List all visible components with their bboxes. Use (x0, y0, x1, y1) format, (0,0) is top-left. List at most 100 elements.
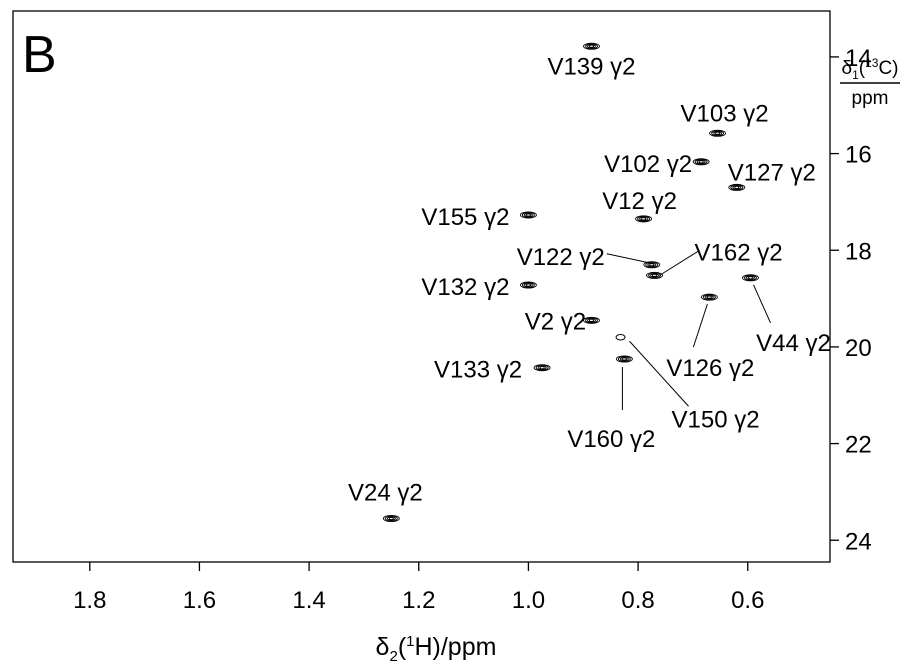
peak-contour-ring (748, 276, 753, 280)
peak-label: V160 γ2 (567, 426, 655, 453)
peak-label: V132 γ2 (421, 274, 509, 301)
peak-contour-ring (615, 355, 633, 363)
peak-contour-ring (583, 42, 600, 50)
peak-contour-ring (621, 357, 627, 361)
peak-contour-ring (706, 295, 712, 299)
peak-label: V44 γ2 (756, 330, 831, 357)
peak-contour-ring (649, 263, 655, 267)
peak-label: V126 γ2 (666, 355, 754, 382)
peak-leader-line (606, 253, 649, 264)
peak-contour-ring (589, 318, 594, 322)
y-axis-title-unit: ppm (852, 88, 889, 109)
peak-label: V122 γ2 (517, 244, 605, 271)
leader-lines (606, 249, 771, 410)
y-tick-label: 20 (845, 335, 872, 362)
y-axis: 14 16 18 20 22 24 (830, 45, 872, 555)
peak-labels: V139 γ2 V103 γ2 V102 γ2 V127 γ2 V12 γ2 V155 γ… (348, 53, 831, 506)
x-tick-label: 1.6 (183, 587, 216, 614)
x-tick-label: 1.4 (292, 587, 325, 614)
peak-contour-ring (709, 129, 727, 137)
peak-label: V127 γ2 (728, 159, 816, 186)
panel-label: B (22, 26, 57, 84)
peak-contour-ring (715, 131, 721, 135)
peak-layer (382, 42, 759, 522)
peak-label: V24 γ2 (348, 480, 423, 507)
x-axis-title-open: ( (398, 633, 407, 661)
peak-contour-ring (382, 515, 400, 522)
y-axis-title-sup: 13 (865, 56, 879, 70)
peak-contour-ring (728, 183, 746, 191)
peak-contour-ring (700, 293, 718, 301)
peak-contour-ring (643, 261, 661, 269)
peak-label: V150 γ2 (672, 406, 760, 433)
peak-contour (635, 215, 653, 223)
peak-contour (583, 42, 600, 50)
y-tick-label: 16 (845, 142, 872, 169)
peak-contour-ring (648, 272, 661, 279)
y-tick-label: 14 (845, 45, 872, 72)
peak-contour-ring (384, 515, 398, 522)
peak-contour-ring (744, 275, 757, 281)
y-tick-label: 24 (845, 528, 872, 555)
peak-label: V133 γ2 (434, 357, 522, 384)
peak-contour-ring (652, 273, 657, 277)
x-tick-label: 1.2 (402, 587, 435, 614)
peak-contour-ring (645, 262, 659, 268)
peak-contour-ring (617, 356, 631, 362)
peak-contour (615, 333, 626, 341)
peak-contour-ring (711, 130, 725, 137)
peak-leader-line (629, 340, 689, 407)
peak-contour-ring (388, 516, 394, 521)
peak-label: V12 γ2 (602, 188, 677, 215)
peak-contour-ring (641, 217, 647, 221)
peak-label: V103 γ2 (681, 100, 769, 127)
peak-contour-ring (525, 283, 531, 287)
peak-contour-ring (702, 294, 716, 300)
y-tick-label: 22 (845, 432, 872, 459)
peak-contour-ring (519, 281, 537, 289)
peak-contour (728, 183, 746, 191)
x-axis: 1.8 1.6 1.4 1.2 1.0 0.8 0.6 (73, 562, 764, 614)
peak-contour-ring (533, 364, 551, 372)
peak-contour-ring (694, 159, 708, 165)
peak-contour-ring (698, 160, 704, 164)
x-axis-title-sub: 2 (389, 648, 397, 665)
x-tick-label: 1.8 (73, 587, 106, 614)
peak-contour-ring (646, 271, 663, 279)
y-axis-title-symbol: δ (841, 58, 852, 79)
peak-contour-ring (635, 215, 653, 223)
y-axis-title-sub: 1 (852, 68, 859, 82)
peak-contour-ring (742, 274, 759, 282)
peak-leader-line (659, 249, 700, 276)
peak-contour-ring (615, 333, 626, 341)
peak-contour-ring (692, 158, 710, 166)
peak-label: V2 γ2 (525, 308, 586, 335)
peak-contour-ring (583, 316, 600, 324)
peak-contour (700, 293, 718, 301)
peak-contour-ring (521, 212, 535, 218)
peak-contour (692, 158, 710, 166)
peak-contour (583, 316, 600, 324)
x-tick-label: 0.8 (621, 587, 654, 614)
peak-contour (519, 281, 537, 289)
x-tick-label: 1.0 (512, 587, 545, 614)
peak-label: V155 γ2 (421, 204, 509, 231)
peak-contour-ring (585, 317, 598, 324)
x-axis-title: δ2(1H)/ppm (376, 633, 497, 665)
x-axis-title-sup: 1 (406, 633, 414, 650)
x-tick-label: 0.6 (731, 587, 764, 614)
peak-contour (643, 261, 661, 269)
peak-contour-ring (585, 43, 598, 50)
peak-contour-ring (589, 44, 594, 48)
peak-leader-line (753, 284, 771, 324)
x-axis-title-rest: H)/ppm (414, 633, 496, 661)
peak-contour-ring (535, 364, 549, 371)
y-axis-title-open: ( (859, 58, 866, 79)
peak-contour-ring (521, 282, 535, 288)
peak-contour (709, 129, 727, 137)
peak-contour-ring (730, 184, 744, 191)
peak-label: V102 γ2 (604, 151, 692, 178)
y-tick-label: 18 (845, 238, 872, 265)
peak-contour (519, 211, 537, 219)
